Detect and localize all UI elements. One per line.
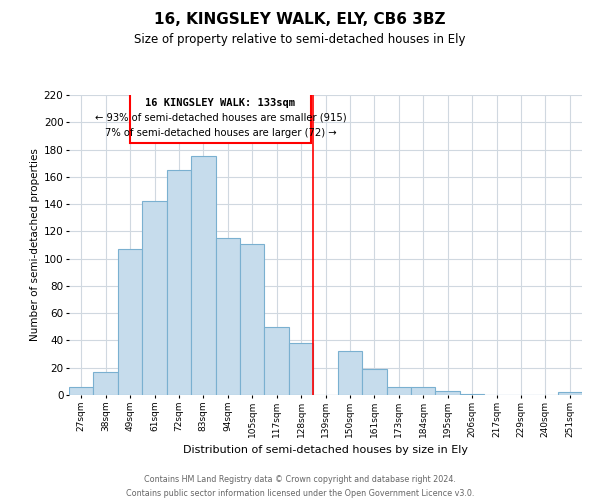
Y-axis label: Number of semi-detached properties: Number of semi-detached properties	[29, 148, 40, 342]
Bar	[118, 249, 142, 395]
X-axis label: Distribution of semi-detached houses by size in Ely: Distribution of semi-detached houses by …	[183, 446, 468, 456]
Text: 7% of semi-detached houses are larger (72) →: 7% of semi-detached houses are larger (7…	[104, 128, 336, 138]
Bar	[557, 392, 582, 395]
Bar	[69, 387, 94, 395]
Bar	[265, 327, 289, 395]
Bar	[94, 372, 118, 395]
Bar	[240, 244, 265, 395]
Bar	[215, 238, 240, 395]
Bar	[142, 202, 167, 395]
Bar	[191, 156, 215, 395]
Text: ← 93% of semi-detached houses are smaller (915): ← 93% of semi-detached houses are smalle…	[95, 112, 346, 122]
Bar	[289, 343, 313, 395]
Bar	[338, 352, 362, 395]
Bar	[436, 391, 460, 395]
Text: 16 KINGSLEY WALK: 133sqm: 16 KINGSLEY WALK: 133sqm	[145, 98, 295, 108]
Bar	[386, 387, 411, 395]
Bar	[362, 369, 386, 395]
Text: Size of property relative to semi-detached houses in Ely: Size of property relative to semi-detach…	[134, 32, 466, 46]
Bar	[460, 394, 484, 395]
FancyBboxPatch shape	[130, 92, 311, 142]
Text: 16, KINGSLEY WALK, ELY, CB6 3BZ: 16, KINGSLEY WALK, ELY, CB6 3BZ	[154, 12, 446, 28]
Text: Contains HM Land Registry data © Crown copyright and database right 2024.
Contai: Contains HM Land Registry data © Crown c…	[126, 476, 474, 498]
Bar	[411, 387, 436, 395]
Bar	[167, 170, 191, 395]
